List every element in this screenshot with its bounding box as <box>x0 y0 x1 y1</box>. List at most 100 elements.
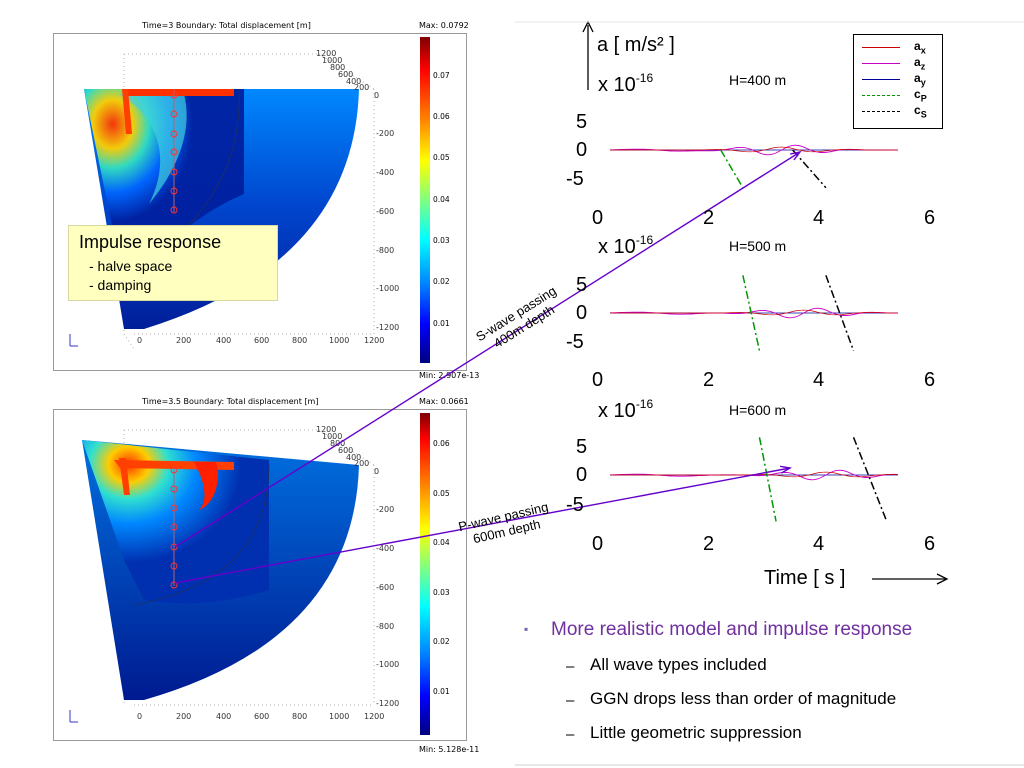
bullet-square-icon: ▪ <box>524 622 529 636</box>
colorbar-tick: 0.06 <box>433 439 450 448</box>
p-wave-arrow-head <box>780 465 793 474</box>
dash-icon: – <box>566 692 575 709</box>
colorbar-tick: 0.02 <box>433 637 450 646</box>
colorbar-max-label: Max: 0.0661 <box>419 397 469 406</box>
colorbar-tick: 0.02 <box>433 277 450 286</box>
cs-line <box>852 437 888 522</box>
callout-item: - damping <box>89 277 152 293</box>
x-tick: 800 <box>292 712 308 721</box>
colorbar-min-label: Min: 2.907e-13 <box>419 371 480 380</box>
legend-entry-ax: ax <box>854 39 942 56</box>
z-tick: -200 <box>376 505 395 514</box>
y-axis-label: a [ m/s² ] <box>597 34 675 56</box>
series-az-line <box>610 144 898 156</box>
panel-header: Time=3.5 Boundary: Total displacement [m… <box>142 397 319 406</box>
x-axis-arrowhead <box>936 573 949 585</box>
legend-entry-cp: cP <box>854 87 942 104</box>
x-tick: 6 <box>924 369 936 391</box>
x-tick: 0 <box>592 533 604 555</box>
y-tick: 400 <box>346 77 362 86</box>
colorbar-tick: 0.01 <box>433 319 450 328</box>
z-tick: -600 <box>376 583 395 592</box>
bullet-main: More realistic model and impulse respons… <box>551 619 913 640</box>
x-tick: 200 <box>176 712 192 721</box>
z-tick: -1200 <box>376 323 400 332</box>
legend-label: ax <box>914 39 926 56</box>
x-tick: 6 <box>924 207 936 229</box>
y-tick: 5 <box>576 436 588 458</box>
colorbar-tick: 0.01 <box>433 687 450 696</box>
y-tick: 200 <box>354 83 370 92</box>
x-tick: 1200 <box>364 336 385 345</box>
cp-line <box>742 275 761 351</box>
colorbar-tick: 0.07 <box>433 71 450 80</box>
colorbar <box>420 413 430 735</box>
legend-label: az <box>914 55 926 72</box>
exponent-label: x 10-16 <box>598 397 654 422</box>
s-wave-arrow-head <box>790 150 802 161</box>
legend-swatch <box>862 95 900 96</box>
legend-swatch <box>862 63 900 64</box>
colorbar-tick: 0.06 <box>433 112 450 121</box>
subplot-title: H=500 m <box>729 238 787 254</box>
exponent-label: x 10-16 <box>598 71 654 96</box>
series-ax-line <box>610 309 898 316</box>
cp-line <box>758 437 777 522</box>
callout-title: Impulse response <box>79 232 222 252</box>
x-tick: 0 <box>137 336 143 345</box>
z-tick: -600 <box>376 207 395 216</box>
x-tick: 200 <box>176 336 192 345</box>
x-tick: 2 <box>703 533 715 555</box>
legend-swatch <box>862 111 900 112</box>
x-tick: 2 <box>703 207 715 229</box>
exponent-label: x 10-16 <box>598 233 654 258</box>
colorbar-min-label: Min: 5.128e-11 <box>419 745 480 754</box>
y-tick: 800 <box>330 63 346 72</box>
series-ax-line <box>610 146 898 153</box>
colorbar-max-label: Max: 0.0792 <box>419 21 469 30</box>
callout-item: - halve space <box>89 258 173 274</box>
y-tick: 1200 <box>316 49 337 58</box>
y-tick: 5 <box>576 111 588 133</box>
y-tick: -5 <box>566 331 584 353</box>
chart-legend: ax az ay cP cS <box>853 34 943 129</box>
y-tick: 1000 <box>322 56 343 65</box>
cs-line <box>792 149 827 189</box>
colorbar-tick: 0.03 <box>433 236 450 245</box>
x-tick: 4 <box>813 533 825 555</box>
x-axis-label: Time [ s ] <box>764 567 846 589</box>
legend-swatch <box>862 47 900 48</box>
x-tick: 1200 <box>364 712 385 721</box>
subplot-title: H=400 m <box>729 72 787 88</box>
series-az-line <box>610 307 898 319</box>
cs-line <box>825 275 855 351</box>
x-tick: 800 <box>292 336 308 345</box>
colorbar-tick: 0.05 <box>433 489 450 498</box>
z-tick: -1000 <box>376 284 400 293</box>
legend-entry-ay: ay <box>854 71 942 88</box>
colorbar-tick: 0.05 <box>433 153 450 162</box>
y-tick: 600 <box>338 70 354 79</box>
x-tick: 2 <box>703 369 715 391</box>
x-tick: 4 <box>813 207 825 229</box>
legend-entry-cs: cS <box>854 103 942 120</box>
x-tick: 6 <box>924 533 936 555</box>
z-tick: 0 <box>374 91 380 100</box>
legend-entry-az: az <box>854 55 942 72</box>
x-tick: 600 <box>254 712 270 721</box>
y-tick: 0 <box>576 139 588 161</box>
x-tick: 400 <box>216 712 232 721</box>
y-tick: -5 <box>566 168 584 190</box>
y-tick: -5 <box>566 494 584 516</box>
impulse-response-callout: Impulse response - halve space - damping <box>68 225 278 301</box>
y-tick: 0 <box>576 464 588 486</box>
z-tick: -400 <box>376 168 395 177</box>
x-tick: 1000 <box>329 712 350 721</box>
y-tick: 0 <box>576 302 588 324</box>
dash-icon: – <box>566 726 575 743</box>
z-tick: -800 <box>376 246 395 255</box>
y-tick: 200 <box>354 459 370 468</box>
legend-label: cP <box>914 87 927 104</box>
colorbar-tick: 0.04 <box>433 195 450 204</box>
series-az-line <box>610 469 898 481</box>
